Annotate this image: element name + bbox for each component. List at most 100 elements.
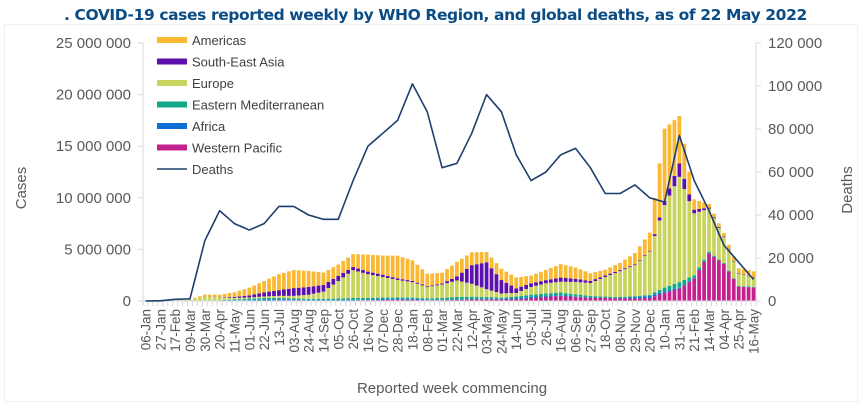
bar-segment-americas: [623, 259, 627, 269]
bar-segment-eastern-mediterranean: [430, 298, 435, 300]
bar-segment-americas: [721, 232, 726, 237]
bar-segment-western-pacific: [751, 287, 756, 301]
bar-segment-europe: [321, 291, 326, 299]
bar-segment-western-pacific: [489, 299, 494, 301]
bar-segment-americas: [430, 273, 435, 286]
bar-segment-south-east-asia: [262, 292, 266, 297]
bar-segment-south-east-asia: [341, 272, 346, 278]
x-tick-label: 22-Jun: [257, 309, 272, 350]
bar-segment-western-pacific: [657, 294, 662, 301]
bar-segment-eastern-mediterranean: [351, 298, 355, 300]
bar-segment-south-east-asia: [563, 277, 568, 282]
bar-segment-south-east-asia: [568, 278, 573, 282]
bar-segment-europe: [385, 277, 390, 298]
bar-segment-south-east-asia: [242, 295, 247, 298]
bar-segment-europe: [736, 273, 741, 286]
bar-segment-europe: [687, 201, 692, 278]
bar-segment-eastern-mediterranean: [420, 298, 425, 300]
bar-segment-eastern-mediterranean: [712, 255, 716, 257]
bar-segment-americas: [346, 257, 351, 270]
x-tick-label: 14-Sep: [316, 309, 331, 353]
bar-segment-africa: [677, 287, 682, 289]
bar-segment-europe: [464, 282, 469, 297]
bar-segment-western-pacific: [672, 289, 677, 301]
bar-segment-south-east-asia: [519, 286, 524, 291]
x-tick-label: 28-Dec: [391, 309, 406, 353]
bar-segment-western-pacific: [558, 295, 563, 301]
bar-segment-europe: [291, 295, 296, 299]
bar-segment-south-east-asia: [316, 285, 321, 293]
bar-segment-africa: [420, 299, 425, 301]
bar-segment-western-pacific: [529, 298, 533, 301]
bar-segment-eastern-mediterranean: [514, 296, 519, 299]
bar-segment-south-east-asia: [232, 296, 237, 298]
bar-segment-south-east-asia: [687, 194, 692, 202]
bar-segment-eastern-mediterranean: [677, 282, 682, 288]
bar-segment-south-east-asia: [751, 277, 756, 278]
bar-segment-europe: [257, 296, 262, 299]
bar-segment-eastern-mediterranean: [667, 285, 672, 291]
bar-segment-eastern-mediterranean: [633, 296, 637, 298]
bar-segment-eastern-mediterranean: [489, 297, 494, 299]
bar-segment-western-pacific: [637, 298, 642, 301]
bar-segment-europe: [633, 265, 637, 297]
bar-segment-europe: [657, 220, 662, 290]
bar-segment-europe: [440, 284, 444, 298]
bar-segment-south-east-asia: [548, 279, 553, 283]
bar-segment-americas: [539, 271, 543, 282]
bar-segment-americas: [267, 278, 271, 292]
bar-segment-south-east-asia: [741, 274, 746, 275]
bar-segment-americas: [534, 273, 538, 283]
bar-segment-eastern-mediterranean: [583, 295, 588, 298]
bar-segment-africa: [637, 296, 642, 299]
y-tick-label: 0: [123, 293, 131, 310]
bar-segment-americas: [420, 269, 425, 285]
bar-segment-eastern-mediterranean: [479, 296, 484, 299]
bar-segment-south-east-asia: [637, 259, 642, 261]
bar-segment-europe: [682, 188, 687, 280]
bar-segment-europe: [509, 293, 514, 297]
bar-segment-europe: [741, 274, 746, 287]
bar-segment-eastern-mediterranean: [608, 296, 613, 298]
bar-segment-south-east-asia: [252, 294, 257, 298]
bar-segment-south-east-asia: [529, 283, 533, 287]
bar-segment-africa: [296, 299, 301, 301]
bar-segment-europe: [534, 285, 538, 295]
bar-segment-americas: [242, 289, 247, 296]
legend-label: South-East Asia: [192, 55, 285, 70]
bar-segment-western-pacific: [410, 299, 415, 301]
bar-segment-south-east-asia: [736, 272, 741, 274]
bar-segment-south-east-asia: [435, 284, 440, 286]
x-tick-label: 16-Aug: [554, 309, 569, 353]
bar-segment-africa: [306, 299, 311, 301]
bar-segment-europe: [692, 213, 697, 276]
x-tick-label: 27-Jan: [153, 309, 168, 350]
bar-segment-americas: [262, 280, 266, 293]
bar-segment-americas: [197, 296, 202, 298]
bar-segment-south-east-asia: [583, 280, 588, 283]
bar-segment-americas: [331, 267, 336, 279]
bar-segment-africa: [272, 299, 276, 301]
bar-segment-americas: [257, 283, 262, 294]
bar-segment-africa: [371, 299, 375, 301]
bar-segment-europe: [193, 298, 197, 301]
bar-segment-americas: [652, 198, 657, 235]
x-tick-label: 20-Dec: [643, 309, 658, 353]
bar-segment-africa: [489, 298, 494, 300]
bar-segment-western-pacific: [474, 299, 479, 301]
bar-segment-eastern-mediterranean: [375, 297, 380, 300]
bar-segment-south-east-asia: [746, 275, 751, 277]
bar-segment-europe: [524, 288, 529, 296]
bar-segment-americas: [637, 246, 642, 260]
bar-segment-eastern-mediterranean: [707, 251, 711, 254]
bar-segment-americas: [702, 202, 706, 209]
bar-segment-eastern-mediterranean: [469, 296, 474, 300]
bar-segment-western-pacific: [652, 296, 657, 301]
bar-segment-americas: [306, 270, 311, 287]
bar-segment-western-pacific: [573, 296, 578, 301]
bar-segment-eastern-mediterranean: [247, 298, 252, 301]
bar-segment-africa: [544, 295, 548, 297]
bar-segment-eastern-mediterranean: [494, 297, 499, 299]
bar-segment-africa: [494, 298, 499, 300]
bar-segment-europe: [504, 293, 509, 298]
